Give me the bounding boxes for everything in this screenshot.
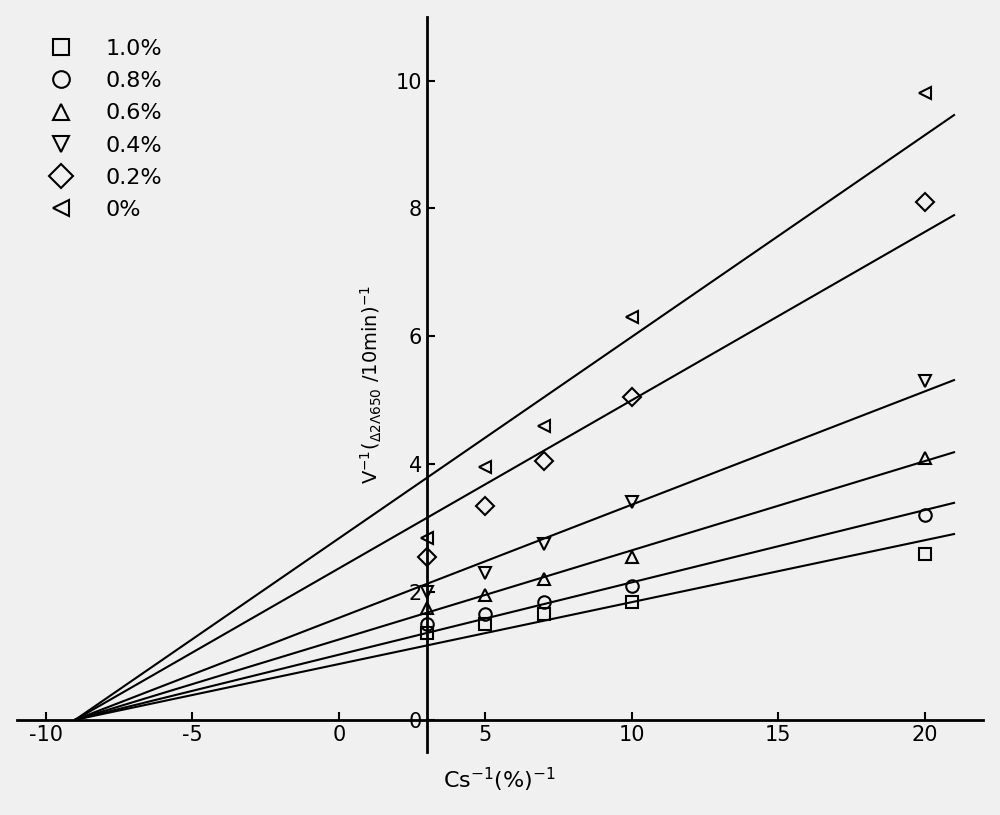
Legend: 1.0%, 0.8%, 0.6%, 0.4%, 0.2%, 0%: 1.0%, 0.8%, 0.6%, 0.4%, 0.2%, 0% <box>28 28 173 231</box>
Y-axis label: V$^{-1}$($_{\Delta 2\Lambda 650}$ /10min)$^{-1}$: V$^{-1}$($_{\Delta 2\Lambda 650}$ /10min… <box>359 284 384 483</box>
X-axis label: Cs$^{-1}$(%)$^{-1}$: Cs$^{-1}$(%)$^{-1}$ <box>443 765 557 794</box>
